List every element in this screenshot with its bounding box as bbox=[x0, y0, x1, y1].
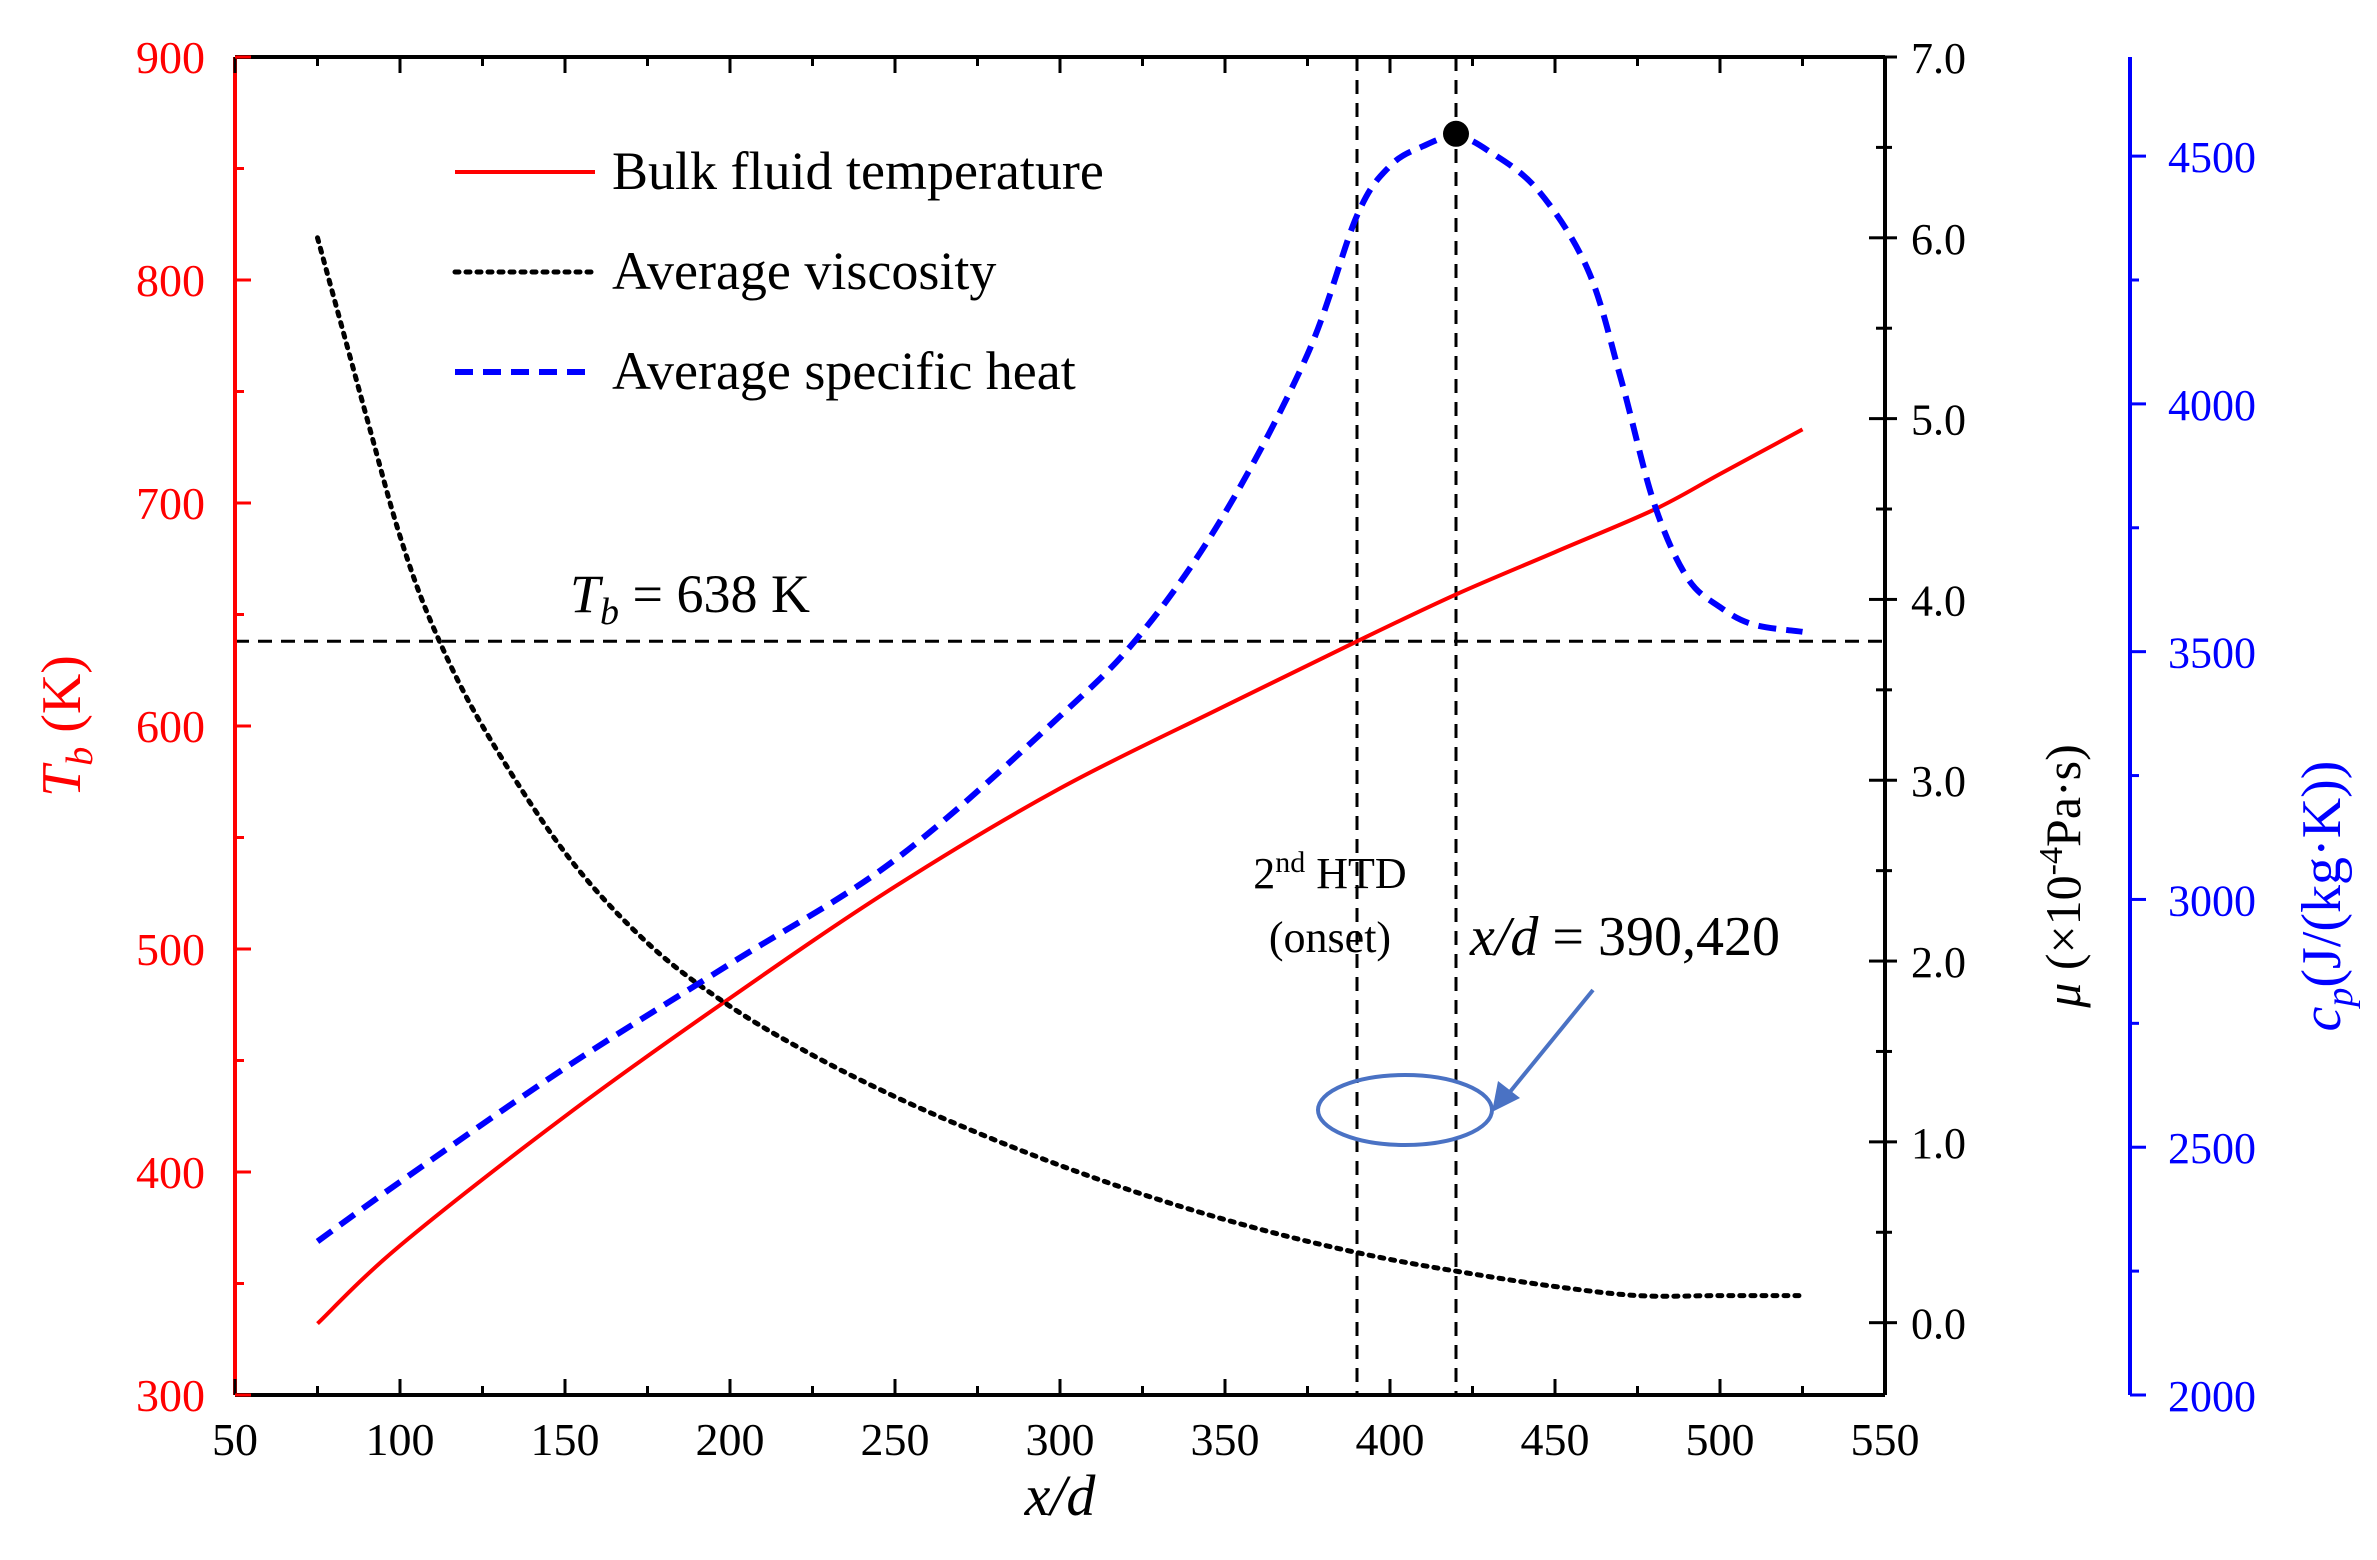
callout-arrow-head bbox=[1492, 1081, 1520, 1112]
y-right-cp-tick-label: 2000 bbox=[2168, 1372, 2256, 1421]
x-tick-label: 350 bbox=[1191, 1414, 1260, 1465]
htd-onset-label: (onset) bbox=[1269, 913, 1391, 962]
x-axis-title: x/d bbox=[1024, 1463, 1097, 1528]
y-right-mu-axis-title: μ (×10-4Pa·s) bbox=[2033, 744, 2091, 1009]
x-tick-label: 400 bbox=[1356, 1414, 1425, 1465]
highlight-ellipse bbox=[1316, 1073, 1494, 1147]
y-right-cp-tick-label: 3000 bbox=[2168, 876, 2256, 925]
y-right-mu-tick-label: 4.0 bbox=[1911, 576, 1966, 625]
y-right-mu-tick-label: 7.0 bbox=[1911, 34, 1966, 83]
y-left-axis-title: Tb (K) bbox=[31, 655, 101, 797]
x-tick-label: 300 bbox=[1026, 1414, 1095, 1465]
callout-arrow-line bbox=[1503, 988, 1595, 1100]
x-tick-label: 550 bbox=[1851, 1414, 1920, 1465]
y-left-tick-label: 300 bbox=[136, 1370, 205, 1421]
y-right-cp-tick-label: 2500 bbox=[2168, 1124, 2256, 1173]
y-right-cp-tick-label: 3500 bbox=[2168, 629, 2256, 678]
series-line-average-specific-heat bbox=[315, 133, 1803, 1244]
x-tick-label: 500 bbox=[1686, 1414, 1755, 1465]
x-tick-label: 250 bbox=[861, 1414, 930, 1465]
htd-label: 2nd HTD bbox=[1253, 846, 1406, 898]
y-left-tick-label: 600 bbox=[136, 701, 205, 752]
y-right-mu-tick-label: 2.0 bbox=[1911, 938, 1966, 987]
axes-layer: 50 100 150 200 250 300 350 400 450 500 550x/d30040… bbox=[31, 32, 2361, 1528]
peak-marker bbox=[1443, 120, 1469, 147]
legend-label-average-specific-heat: Average specific heat bbox=[612, 341, 1076, 401]
y-left-tick-label: 500 bbox=[136, 924, 205, 975]
series-line-bulk-fluid-temperature bbox=[316, 427, 1804, 1326]
x-tick-label: 450 bbox=[1521, 1414, 1590, 1465]
legend-label-bulk-fluid-temperature: Bulk fluid temperature bbox=[612, 141, 1104, 201]
reference-lines-layer bbox=[235, 57, 1885, 1395]
x-tick-label: 150 bbox=[531, 1414, 600, 1465]
xd-label: x/d = 390,420 bbox=[1469, 906, 1780, 968]
y-left-tick-label: 800 bbox=[136, 255, 205, 306]
series-layer bbox=[315, 120, 1805, 1326]
y-right-cp-tick-label: 4500 bbox=[2168, 133, 2256, 182]
y-right-mu-tick-label: 5.0 bbox=[1911, 396, 1966, 445]
legend: Bulk fluid temperature Average viscosity A… bbox=[452, 141, 1104, 401]
y-right-cp-tick-label: 4000 bbox=[2168, 381, 2256, 430]
y-left-tick-label: 700 bbox=[136, 478, 205, 529]
series-line-average-viscosity bbox=[315, 235, 1805, 1299]
y-right-mu-tick-label: 0.0 bbox=[1911, 1300, 1966, 1349]
y-left-tick-label: 400 bbox=[136, 1147, 205, 1198]
y-right-mu-tick-label: 3.0 bbox=[1911, 757, 1966, 806]
y-right-mu-tick-label: 1.0 bbox=[1911, 1119, 1966, 1168]
annotations-layer: Tb = 638 K 2nd HTD (onset) x/d = 390,420 bbox=[570, 564, 1780, 1147]
y-right-mu-tick-label: 6.0 bbox=[1911, 215, 1966, 264]
legend-label-average-viscosity: Average viscosity bbox=[612, 241, 996, 301]
x-tick-label: 100 bbox=[366, 1414, 435, 1465]
x-tick-label: 200 bbox=[696, 1414, 765, 1465]
y-left-tick-label: 900 bbox=[136, 32, 205, 83]
x-tick-label: 50 bbox=[212, 1414, 258, 1465]
tb-638-label: Tb = 638 K bbox=[570, 564, 810, 633]
y-right-cp-axis-title: cp(J/(kg·K)) bbox=[2291, 761, 2361, 1032]
